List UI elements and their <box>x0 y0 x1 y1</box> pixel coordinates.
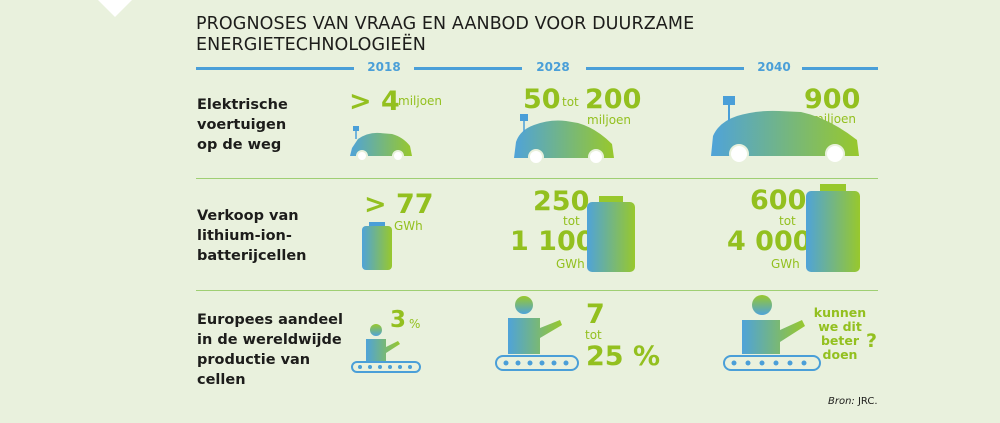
row-label-share: Europees aandeel in de wereldwijde produ… <box>197 310 343 390</box>
share-2040-line: we dit <box>818 319 862 334</box>
row-divider-1 <box>196 178 878 179</box>
battery-2018-unit: GWh <box>394 219 423 233</box>
ev-2018-value: > 4 <box>349 86 400 117</box>
share-2040-text: kunnen we dit beter doen <box>812 306 868 362</box>
source-note: Bron: JRC. <box>828 396 878 407</box>
row-label-ev: Elektrische voertuigen op de weg <box>197 95 288 155</box>
source-value: JRC. <box>857 396 878 407</box>
share-2018-value: 3 <box>390 307 407 333</box>
car-icon-medium <box>514 114 614 165</box>
title-line-2: ENERGIETECHNOLOGIEËN <box>196 35 426 55</box>
battery-icon-small <box>362 222 392 270</box>
row-label-line: batterijcellen <box>197 248 307 264</box>
share-2028-to: 25 % <box>586 341 661 372</box>
timeline-bar-1 <box>196 67 354 70</box>
row-label-line: cellen <box>197 372 246 388</box>
timeline-bar-2 <box>414 67 522 70</box>
ev-2018-unit: miljoen <box>398 94 443 108</box>
row-label-line: Europees aandeel <box>197 312 343 328</box>
share-2028-tot: tot <box>585 328 602 342</box>
share-2040-line: kunnen <box>813 305 867 320</box>
row-divider-2 <box>196 290 878 291</box>
timeline-bar-3 <box>586 67 744 70</box>
share-2040-question: ? <box>866 330 878 352</box>
battery-2018-value: > 77 <box>364 189 434 220</box>
row-label-line: op de weg <box>197 137 282 153</box>
row-label-line: in de wereldwijde <box>197 332 342 348</box>
battery-2040-unit: GWh <box>771 257 800 271</box>
timeline-bar-4 <box>802 67 878 70</box>
car-icon-large <box>711 96 859 164</box>
ev-2028-unit: miljoen <box>587 113 632 127</box>
year-2028: 2028 <box>536 60 570 74</box>
corner-notch <box>98 0 132 17</box>
worker-conveyor-icon-small <box>351 324 421 373</box>
ev-2028-tot: tot <box>562 95 579 109</box>
ev-2040-value: 900 <box>804 84 861 115</box>
battery-2028-to: 1 100 <box>510 226 595 257</box>
row-label-line: productie van <box>197 352 311 368</box>
row-label-line: Verkoop van <box>197 208 299 224</box>
row-label-battery: Verkoop van lithium-ion- batterijcellen <box>197 206 306 266</box>
row-label-line: lithium-ion- <box>197 228 292 244</box>
page-title: PROGNOSES VAN VRAAG EN AANBOD VOOR DUURZ… <box>196 14 694 56</box>
battery-2028-unit: GWh <box>556 257 585 271</box>
ev-2028-from: 50 <box>523 84 561 115</box>
year-2040: 2040 <box>757 60 791 74</box>
year-2018: 2018 <box>367 60 401 74</box>
battery-2040-to: 4 000 <box>727 226 812 257</box>
car-icon-small <box>350 126 412 162</box>
share-2028-from: 7 <box>586 299 605 330</box>
battery-2040-tot: tot <box>779 214 796 228</box>
battery-2040-from: 600 <box>750 185 807 216</box>
battery-icon-medium <box>587 196 635 272</box>
row-label-line: Elektrische <box>197 97 288 113</box>
battery-2028-from: 250 <box>533 186 590 217</box>
row-label-line: voertuigen <box>197 117 287 133</box>
title-line-1: PROGNOSES VAN VRAAG EN AANBOD VOOR DUURZ… <box>196 14 695 34</box>
ev-2028-to: 200 <box>585 84 642 115</box>
worker-conveyor-icon-large <box>723 295 821 371</box>
share-2018-unit: % <box>409 317 421 331</box>
worker-conveyor-icon-medium <box>495 296 579 371</box>
battery-2028-tot: tot <box>563 214 580 228</box>
battery-icon-large <box>806 184 860 272</box>
source-label: Bron: <box>828 396 855 407</box>
share-2040-line: beter doen <box>820 333 860 362</box>
